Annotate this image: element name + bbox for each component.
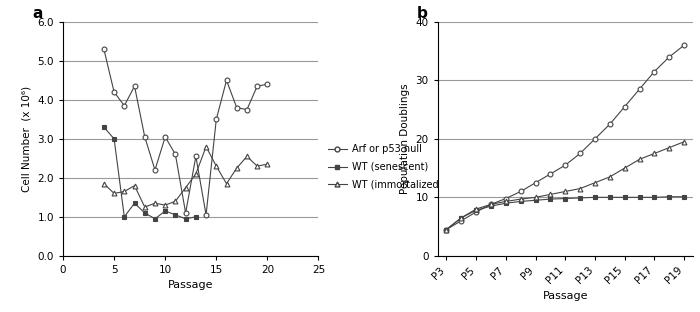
Text: b: b [417,6,428,21]
Legend: Arf or p53 null, WT (senescent), WT (immortalized): Arf or p53 null, WT (senescent), WT (imm… [323,140,446,193]
X-axis label: Passage: Passage [542,291,588,301]
Y-axis label: Population Doublings: Population Doublings [400,84,410,194]
X-axis label: Passage: Passage [168,280,214,290]
Text: a: a [32,6,43,21]
Y-axis label: Cell Number  (x 10⁶): Cell Number (x 10⁶) [22,86,32,192]
